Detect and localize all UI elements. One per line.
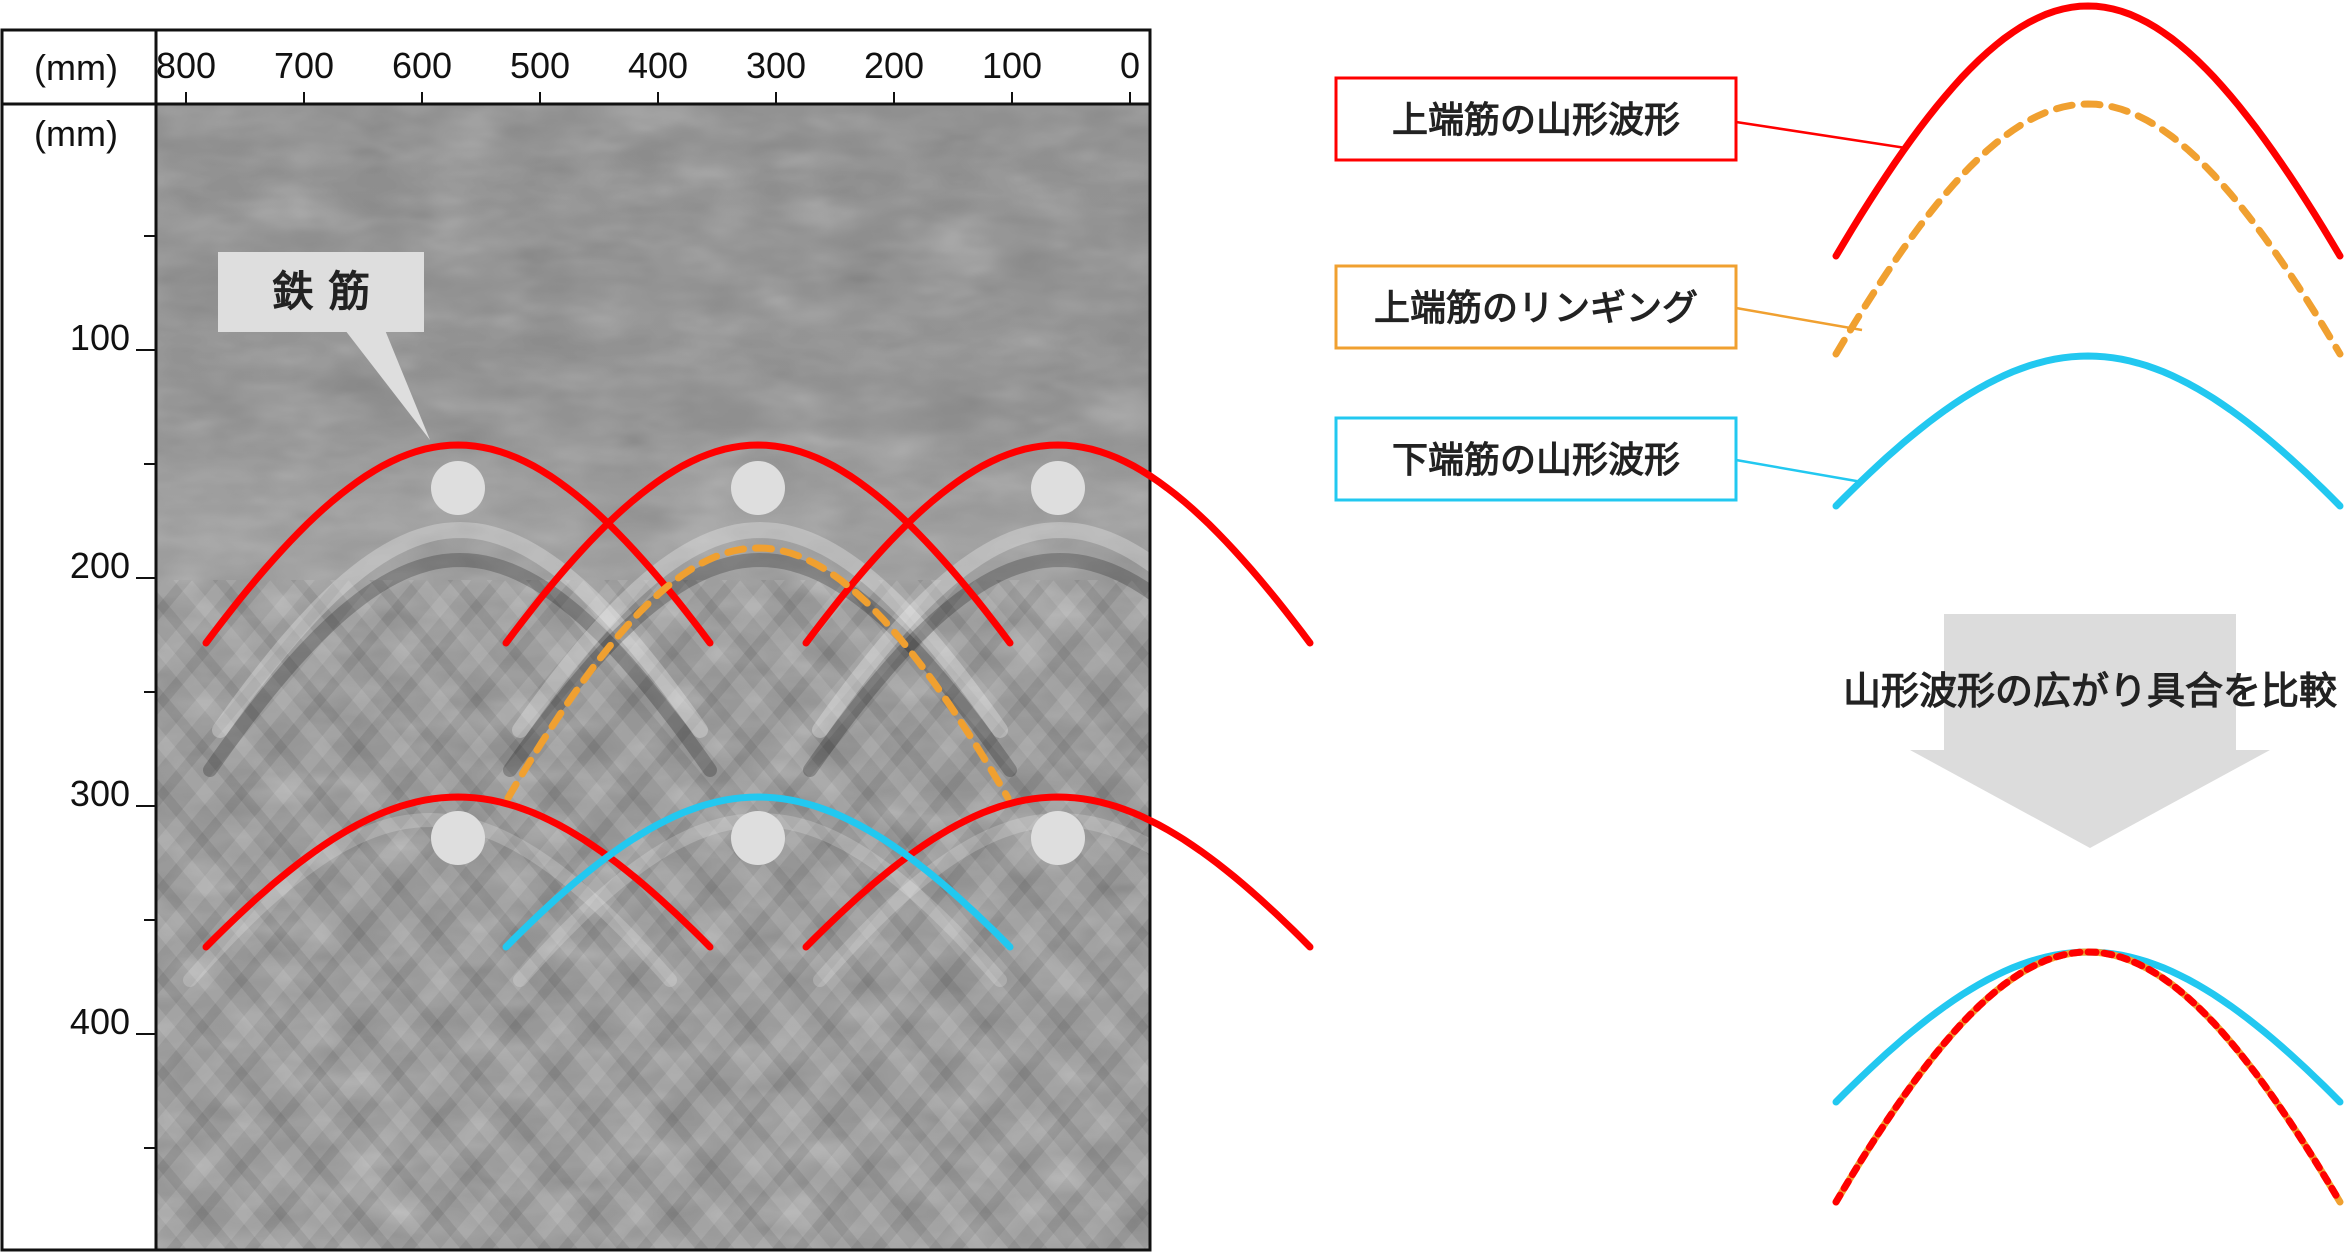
y-tick-label: 400 (70, 1001, 130, 1042)
ringing-hyperbola (504, 544, 1012, 802)
legend-ringing: 上端筋のリンギング (1334, 264, 1863, 350)
x-tick-marks (185, 92, 1131, 104)
sample-ringing-hyperbola (1832, 100, 2344, 358)
x-tick-labels: 800 700 600 500 400 300 200 100 0 (156, 45, 1140, 86)
hyperbola-overlays (202, 441, 1314, 951)
y-tick-label: 100 (70, 317, 130, 358)
top-rebar-hyperbola-lower (202, 793, 714, 951)
rebar-marker (731, 461, 785, 515)
legend-bottom-hyperbola-label: 下端筋の山形波形 (1392, 440, 1680, 481)
x-tick-label: 800 (156, 45, 216, 86)
y-tick-label: 300 (70, 773, 130, 814)
legend-ringing-leader (1735, 306, 1863, 332)
compare-arrow: 山形波形の広がり具合を比較 (1843, 614, 2338, 848)
axis-frame (0, 28, 1152, 1252)
x-tick-label: 500 (510, 45, 570, 86)
rebar-marker (1031, 461, 1085, 515)
x-tick-label: 700 (274, 45, 334, 86)
compare-arrow-label: 山形波形の広がり具合を比較 (1843, 669, 2338, 713)
x-tick-label: 600 (392, 45, 452, 86)
legend-top-hyperbola-label: 上端筋の山形波形 (1392, 100, 1680, 141)
compare-ringing-hyperbola (1832, 948, 2344, 1206)
ghost-arc (203, 552, 717, 777)
ghost-arc (183, 812, 677, 987)
ghost-arc (803, 552, 1150, 777)
compare-top-hyperbola (1832, 948, 2344, 1206)
rebar-dots (431, 461, 1085, 865)
ghost-arc (503, 552, 1017, 777)
callout-label: 鉄 筋 (272, 267, 371, 316)
legend-top-hyperbola: 上端筋の山形波形 (1334, 76, 1907, 162)
top-rebar-hyperbola-lower (802, 793, 1314, 951)
callout-box (218, 252, 424, 332)
legend-bottom-hyperbola: 下端筋の山形波形 (1334, 416, 1863, 502)
bottom-rebar-hyperbola (502, 793, 1014, 951)
legend-bottom-leader (1735, 458, 1863, 484)
y-tick-marks (136, 235, 156, 1149)
legend-top-leader (1735, 120, 1907, 150)
ghost-arc (512, 521, 1008, 738)
callout-pointer (345, 330, 430, 440)
y-tick-label: 200 (70, 545, 130, 586)
x-tick-label: 100 (982, 45, 1042, 86)
ghost-arc (212, 521, 708, 738)
x-axis-unit: (mm) (34, 47, 118, 88)
top-rebar-hyperbola (502, 441, 1014, 647)
x-tick-label: 300 (746, 45, 806, 86)
rebar-marker (431, 811, 485, 865)
ghost-arc (812, 521, 1150, 738)
x-tick-label: 400 (628, 45, 688, 86)
sample-curves (1832, 2, 2344, 1206)
top-rebar-hyperbola (802, 441, 1314, 647)
x-tick-label: 0 (1120, 45, 1140, 86)
rebar-marker (1031, 811, 1085, 865)
rebar-callout: 鉄 筋 (218, 252, 430, 440)
y-axis-unit: (mm) (34, 113, 118, 154)
legend-ringing-label: 上端筋のリンギング (1374, 288, 1698, 329)
top-rebar-hyperbola (202, 441, 714, 647)
sample-bottom-hyperbola (1832, 352, 2344, 510)
rebar-marker (731, 811, 785, 865)
y-tick-labels: 100 200 300 400 (70, 317, 130, 1042)
x-tick-label: 200 (864, 45, 924, 86)
compare-arrow-shape (1910, 614, 2270, 848)
sample-top-hyperbola (1832, 2, 2344, 260)
rebar-marker (431, 461, 485, 515)
